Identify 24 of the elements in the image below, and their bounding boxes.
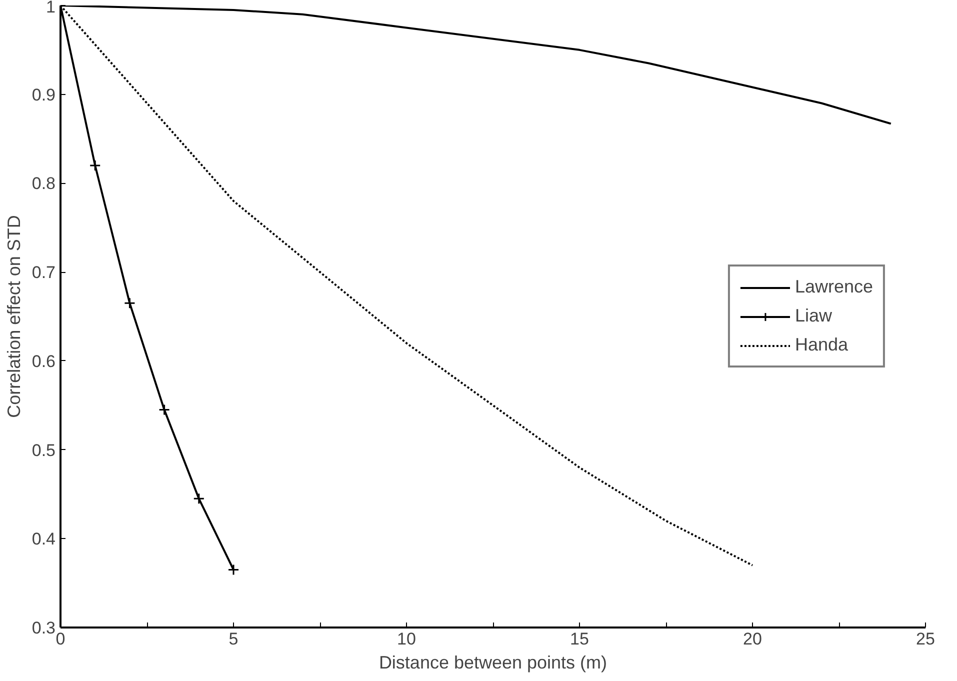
- x-tick-label: 0: [56, 630, 66, 648]
- x-axis-title: Distance between points (m): [378, 652, 608, 672]
- y-tick-label: 0.8: [32, 174, 56, 194]
- y-tick-label: 0.4: [32, 530, 56, 549]
- y-tick-label: 0.5: [32, 440, 56, 460]
- legend-label: Lawrence: [794, 276, 873, 298]
- x-tick-label: 15: [570, 630, 589, 648]
- y-tick-label: 0.7: [32, 263, 56, 282]
- point: [89, 160, 101, 172]
- y-axis-title: Correlation effect on STD: [4, 215, 24, 418]
- y-tick-label: 0.9: [32, 85, 56, 104]
- point: [228, 564, 240, 576]
- x-tick-label: 5: [228, 630, 238, 648]
- x-tick-label: 10: [397, 630, 416, 648]
- x-tick-label: 20: [743, 630, 762, 648]
- y-tick-label: 0.6: [32, 352, 56, 371]
- x-tick-label: 25: [916, 630, 935, 648]
- legend-label: Handa: [794, 334, 848, 356]
- y-tick-label: 0.3: [32, 618, 56, 638]
- point: [158, 404, 170, 416]
- y-tick-label: 1: [46, 0, 56, 16]
- legend-label: Liaw: [794, 306, 832, 326]
- point: [193, 492, 205, 504]
- point: [124, 297, 136, 309]
